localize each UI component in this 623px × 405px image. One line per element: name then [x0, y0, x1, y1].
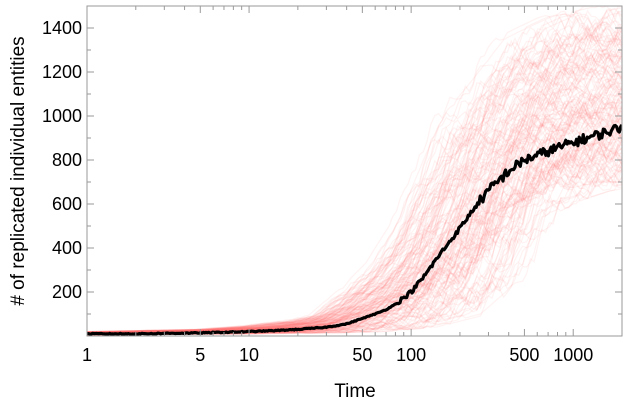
y-axis-title: # of replicated individual entities: [8, 36, 29, 305]
x-axis: 1 5 10 50 100 500 1000: [82, 6, 623, 365]
individual-run-line: [87, 37, 622, 333]
individual-run-line: [87, 7, 622, 333]
y-tick-label: 800: [52, 150, 82, 170]
x-tick-label: 500: [509, 345, 539, 365]
individual-run-line: [87, 6, 622, 333]
individual-run-line: [87, 17, 622, 333]
individual-run-line: [87, 26, 622, 334]
individual-run-line: [87, 47, 622, 334]
x-tick-label: 50: [352, 345, 372, 365]
individual-run-line: [87, 9, 622, 333]
individual-run-line: [87, 34, 622, 333]
individual-run-line: [87, 55, 622, 334]
y-tick-label: 1200: [42, 62, 82, 82]
y-tick-label: 1000: [42, 106, 82, 126]
y-tick-label: 200: [52, 282, 82, 302]
individual-run-line: [87, 30, 622, 333]
individual-run-line: [87, 6, 622, 333]
individual-run-line: [87, 47, 622, 334]
individual-run-line: [87, 60, 622, 334]
individual-run-line: [87, 20, 622, 333]
individual-run-line: [87, 78, 622, 334]
x-tick-label: 1: [82, 345, 92, 365]
individual-run-line: [87, 52, 622, 334]
y-axis: 200 400 600 800 1000 1200 1400: [42, 5, 622, 315]
individual-run-line: [87, 21, 622, 333]
individual-run-line: [87, 28, 622, 333]
individual-run-line: [87, 35, 622, 334]
individual-run-line: [87, 24, 622, 333]
mean-line: [87, 123, 622, 336]
individual-run-line: [87, 50, 622, 333]
individual-run-line: [87, 53, 622, 334]
individual-run-line: [87, 23, 622, 333]
individual-run-line: [87, 92, 622, 335]
individual-run-line: [87, 31, 622, 334]
individual-run-line: [87, 61, 622, 334]
individual-run-line: [87, 68, 622, 334]
individual-run-line: [87, 46, 622, 334]
individual-run-line: [87, 52, 622, 334]
individual-run-line: [87, 42, 622, 333]
individual-run-line: [87, 7, 622, 333]
x-tick-label: 10: [239, 345, 259, 365]
individual-run-line: [87, 28, 622, 333]
individual-run-line: [87, 50, 622, 334]
individual-run-line: [87, 6, 622, 333]
individual-run-line: [87, 25, 622, 334]
individual-run-line: [87, 9, 622, 333]
individual-run-line: [87, 37, 622, 334]
individual-run-line: [87, 61, 622, 334]
individual-run-line: [87, 37, 622, 334]
y-tick-label: 600: [52, 194, 82, 214]
individual-run-line: [87, 62, 622, 334]
individual-run-line: [87, 49, 622, 334]
x-axis-title: Time: [334, 381, 376, 402]
individual-run-line: [87, 33, 622, 333]
individual-run-line: [87, 48, 622, 334]
individual-run-line: [87, 20, 622, 333]
individual-run-line: [87, 26, 622, 333]
mean-line-layer: [87, 123, 622, 336]
individual-run-line: [87, 65, 622, 334]
y-tick-label: 400: [52, 238, 82, 258]
individual-run-line: [87, 12, 622, 333]
individual-run-line: [87, 64, 622, 334]
individual-run-line: [87, 15, 622, 333]
individual-run-line: [87, 20, 622, 333]
individual-run-line: [87, 23, 622, 333]
x-tick-label: 100: [396, 345, 426, 365]
individual-run-line: [87, 50, 622, 333]
plot-frame: [86, 5, 623, 337]
x-tick-label: 5: [195, 345, 205, 365]
individual-run-line: [87, 89, 622, 335]
y-tick-label: 1400: [42, 18, 82, 38]
individual-run-line: [87, 46, 622, 334]
x-tick-label: 1000: [553, 345, 593, 365]
individual-run-line: [87, 7, 622, 333]
individual-run-line: [87, 43, 622, 334]
individual-run-line: [87, 33, 622, 333]
